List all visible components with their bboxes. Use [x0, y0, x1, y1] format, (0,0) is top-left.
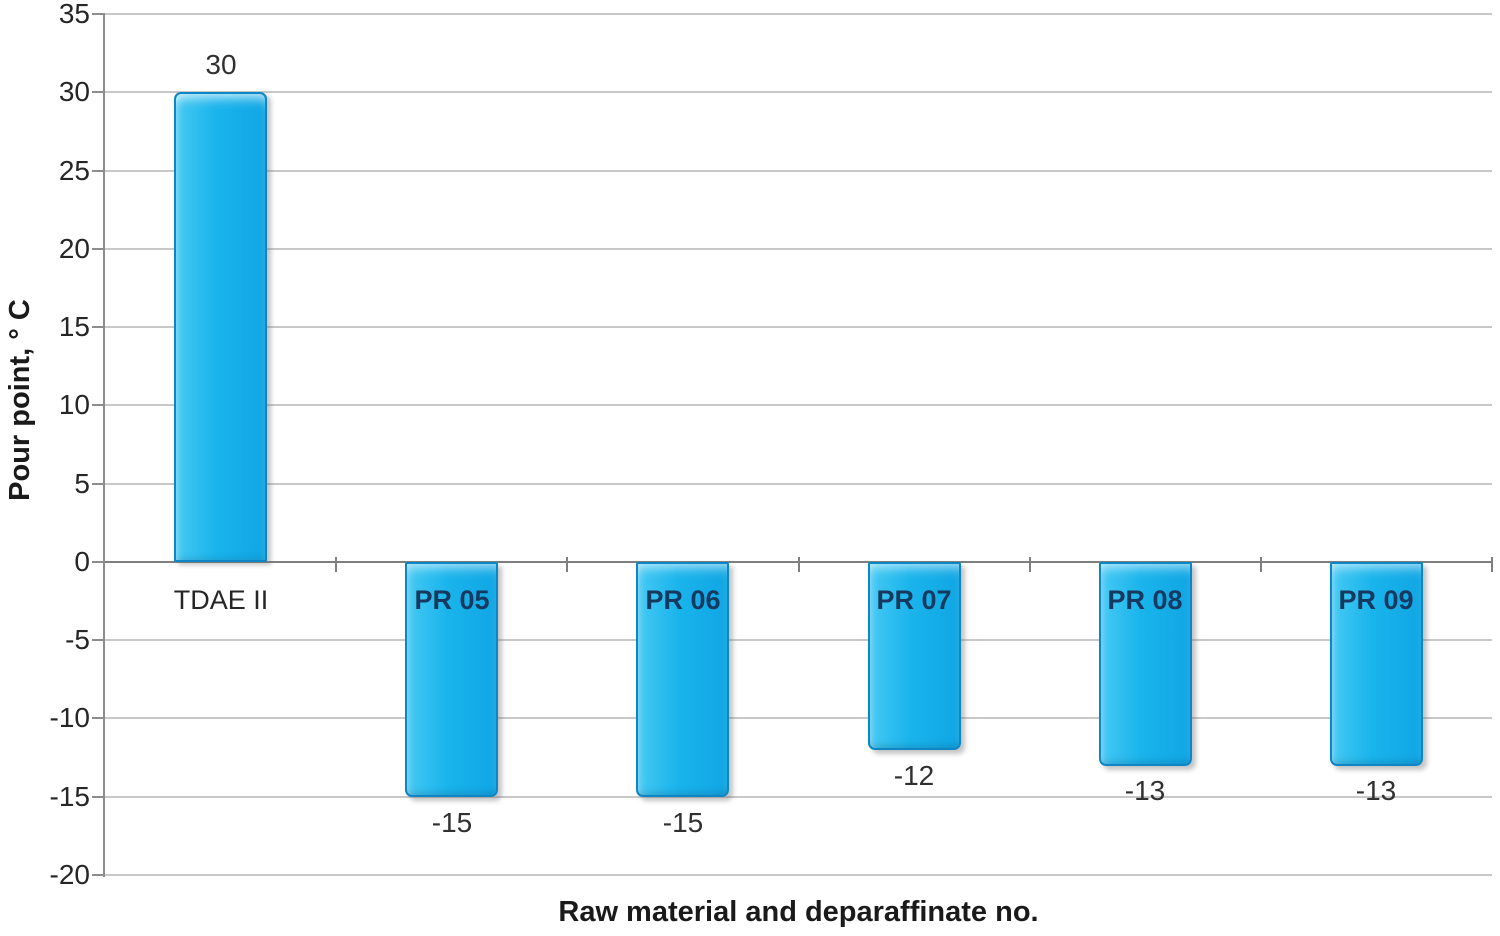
y-tick-label: -15: [49, 781, 90, 812]
y-tick-mark: [92, 13, 105, 15]
y-tick-mark: [92, 874, 105, 876]
y-tick-mark: [92, 326, 105, 328]
bar-value-label: -13: [1124, 775, 1166, 806]
y-tick-mark: [92, 170, 105, 172]
gridline: [105, 13, 1492, 15]
y-tick-mark: [92, 717, 105, 719]
y-tick-mark: [92, 639, 105, 641]
category-tick-mark: [1260, 557, 1262, 572]
y-tick-label: 30: [58, 76, 90, 107]
category-tick-mark: [1491, 557, 1493, 572]
y-tick-label: 10: [58, 389, 90, 420]
bar-value-label: 30: [205, 49, 237, 80]
gridline: [105, 404, 1492, 406]
bar-pr-05: [405, 562, 498, 797]
bar-tdae-ii: [174, 92, 267, 562]
gridline: [105, 874, 1492, 876]
y-tick-mark: [92, 561, 105, 563]
category-label: PR 08: [1107, 585, 1183, 615]
y-tick-label: -5: [65, 624, 90, 655]
gridline: [105, 639, 1492, 641]
bar-value-label: -15: [662, 807, 704, 838]
bar-value-label: -15: [431, 807, 473, 838]
y-tick-label: -20: [49, 859, 90, 890]
y-tick-label: 35: [58, 0, 90, 29]
bar-value-label: -13: [1355, 775, 1397, 806]
category-label: PR 05: [414, 585, 490, 615]
bar-pr-08: [1099, 562, 1192, 766]
gridline: [105, 796, 1492, 798]
category-tick-mark: [798, 557, 800, 572]
y-tick-label: 0: [74, 546, 90, 577]
y-tick-mark: [92, 796, 105, 798]
gridline: [105, 483, 1492, 485]
gridline: [105, 326, 1492, 328]
y-tick-mark: [92, 483, 105, 485]
gridline: [105, 717, 1492, 719]
bar-value-label: -12: [893, 760, 935, 791]
y-tick-mark: [92, 404, 105, 406]
category-label: TDAE II: [173, 585, 269, 615]
x-axis-title: Raw material and deparaffinate no.: [558, 896, 1039, 928]
y-axis-line: [103, 14, 105, 877]
category-label: PR 09: [1338, 585, 1414, 615]
bar-pr-07: [868, 562, 961, 750]
y-tick-label: -10: [49, 702, 90, 733]
y-tick-label: 25: [58, 155, 90, 186]
y-tick-mark: [92, 248, 105, 250]
bar-pr-09: [1330, 562, 1423, 766]
y-tick-label: 15: [58, 311, 90, 342]
gridline: [105, 248, 1492, 250]
category-label: PR 07: [876, 585, 952, 615]
gridline: [105, 91, 1492, 93]
bar-pr-06: [636, 562, 729, 797]
y-tick-mark: [92, 91, 105, 93]
y-tick-label: 5: [74, 468, 90, 499]
category-tick-mark: [335, 557, 337, 572]
category-label: PR 06: [645, 585, 721, 615]
category-tick-mark: [566, 557, 568, 572]
y-tick-label: 20: [58, 233, 90, 264]
gridline: [105, 170, 1492, 172]
category-tick-mark: [1029, 557, 1031, 572]
